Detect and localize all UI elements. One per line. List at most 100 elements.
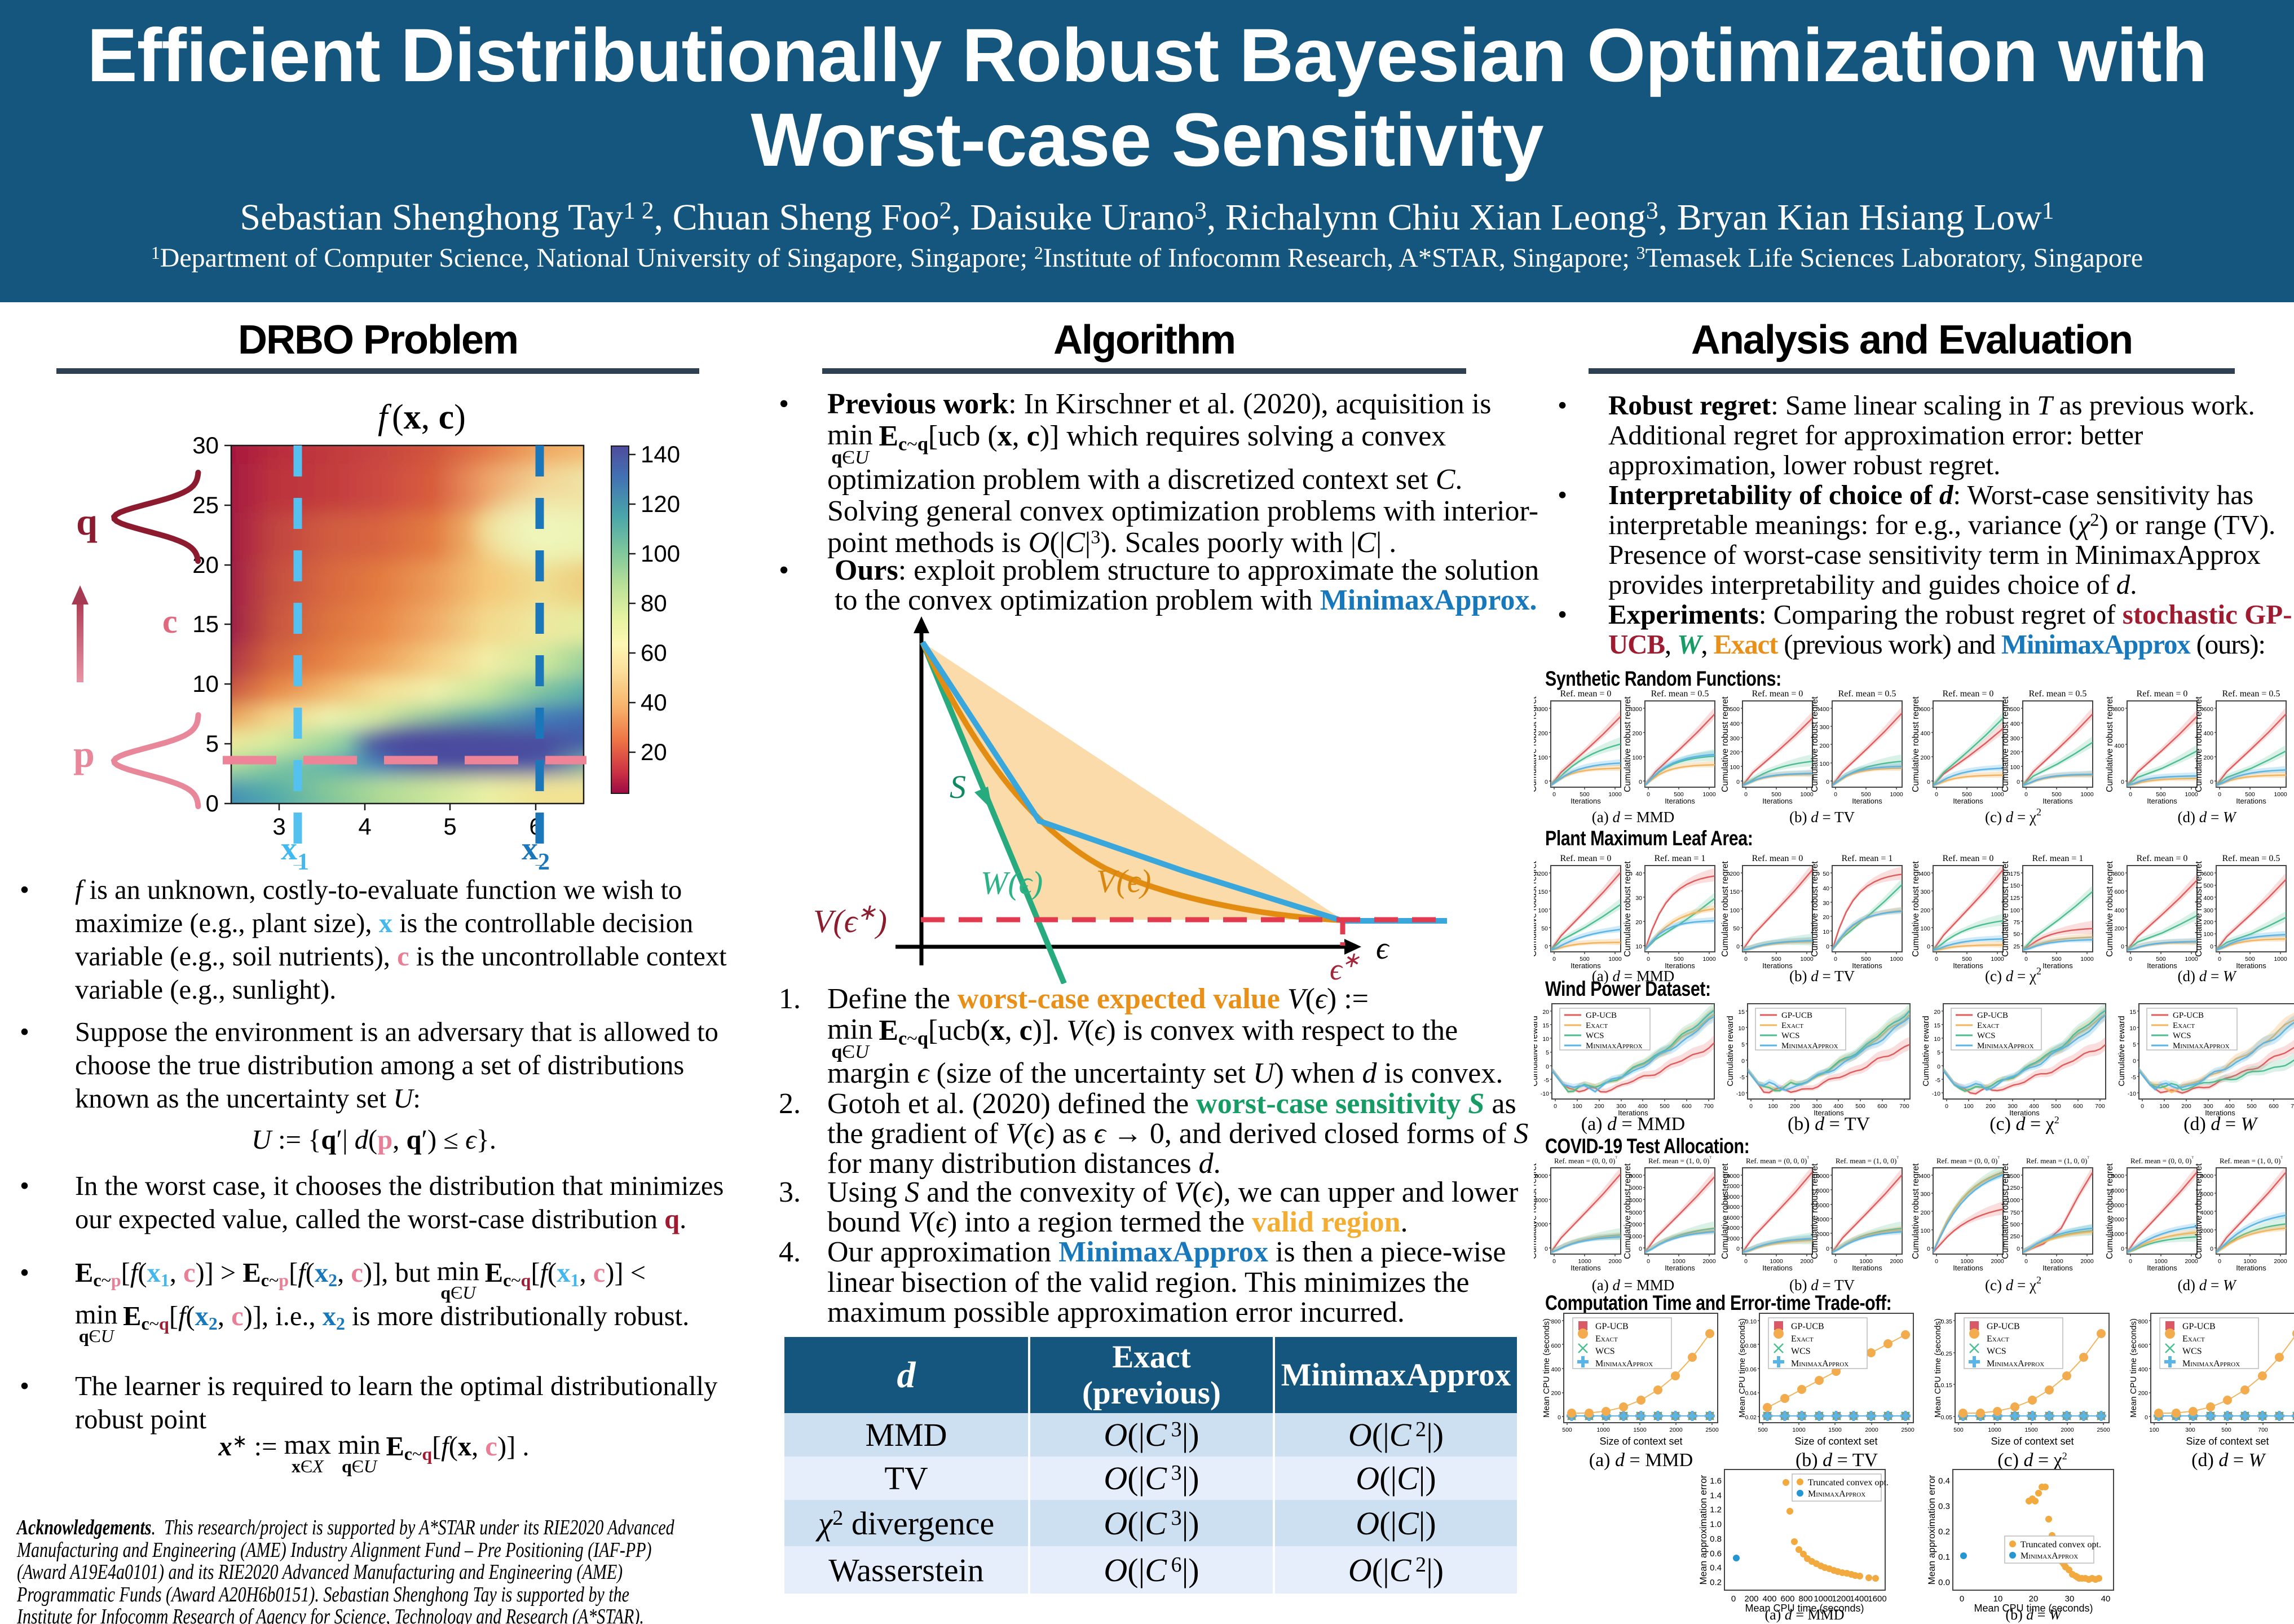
svg-text:-10: -10 <box>1932 1091 1940 1097</box>
svg-text:0: 0 <box>1834 791 1837 798</box>
svg-text:WCS: WCS <box>2182 1347 2202 1356</box>
svg-text:30: 30 <box>1635 895 1642 902</box>
svg-text:500: 500 <box>2010 1221 2020 1228</box>
svg-text:0.8: 0.8 <box>1710 1534 1722 1544</box>
svg-text:100: 100 <box>2149 1427 2159 1433</box>
svg-text:Iterations: Iterations <box>1618 1109 1648 1117</box>
svg-text:5: 5 <box>1546 1049 1549 1056</box>
svg-text:1000: 1000 <box>1890 956 1903 963</box>
svg-text:1.2: 1.2 <box>1710 1505 1722 1515</box>
svg-text:0: 0 <box>1545 1246 1548 1252</box>
svg-text:500: 500 <box>1771 791 1781 798</box>
svg-text:2000: 2000 <box>1669 1427 1683 1433</box>
svg-text:-5: -5 <box>1544 1077 1549 1084</box>
svg-text:8000: 8000 <box>1727 1204 1740 1211</box>
svg-text:Ref. mean = (0, 0, 0)ᵀ: Ref. mean = (0, 0, 0)ᵀ <box>1746 1155 1809 1165</box>
svg-text:Cumulative robust regret: Cumulative robust regret <box>2105 696 2115 792</box>
svg-text:600: 600 <box>2114 889 2124 895</box>
svg-text:WCS: WCS <box>2173 1031 2191 1040</box>
svg-text:600: 600 <box>1877 1103 1887 1110</box>
svg-text:800: 800 <box>1798 1594 1812 1604</box>
svg-text:140: 140 <box>641 441 680 467</box>
svg-text:400: 400 <box>1920 871 1930 877</box>
svg-text:Iterations: Iterations <box>1814 1109 1844 1117</box>
svg-text:Iterations: Iterations <box>1665 1264 1695 1272</box>
svg-text:Ref. mean = 0.5: Ref. mean = 0.5 <box>1651 689 1709 699</box>
svg-text:500: 500 <box>1855 1103 1865 1110</box>
svg-text:80: 80 <box>641 590 667 616</box>
svg-text:20: 20 <box>1934 1009 1940 1016</box>
svg-text:1.6: 1.6 <box>1710 1476 1722 1486</box>
svg-text:MinimaxApprox: MinimaxApprox <box>2173 1042 2230 1051</box>
svg-text:Iterations: Iterations <box>2042 1264 2073 1272</box>
svg-text:Ref. mean = 1: Ref. mean = 1 <box>2032 854 2084 863</box>
svg-text:500: 500 <box>1660 1103 1670 1110</box>
svg-text:1250: 1250 <box>2007 1185 2021 1191</box>
svg-text:Cumulative robust regret: Cumulative robust regret <box>1534 696 1538 792</box>
svg-text:0: 0 <box>2129 956 2132 963</box>
svg-text:WCS: WCS <box>1595 1347 1615 1356</box>
svg-text:1000: 1000 <box>2243 1258 2257 1265</box>
svg-text:200: 200 <box>1730 749 1740 756</box>
svg-text:Cumulative reward: Cumulative reward <box>1534 1016 1539 1086</box>
svg-text:2000: 2000 <box>1629 1221 1643 1228</box>
svg-text:1000: 1000 <box>1960 1258 1974 1265</box>
svg-text:2000: 2000 <box>1702 1258 1716 1265</box>
svg-text:0: 0 <box>2129 1258 2132 1265</box>
svg-text:800: 800 <box>2138 1318 2148 1325</box>
svg-text:0: 0 <box>2121 1246 2124 1252</box>
svg-text:1000: 1000 <box>1596 1427 1610 1433</box>
svg-text:2000: 2000 <box>2274 1258 2287 1265</box>
svg-text:0: 0 <box>2024 956 2028 963</box>
svg-text:(b) d = W: (b) d = W <box>2005 1607 2063 1623</box>
svg-text:0: 0 <box>1935 956 1938 963</box>
svg-text:40: 40 <box>641 689 667 716</box>
svg-text:4000: 4000 <box>1816 1216 1830 1223</box>
svg-text:0: 0 <box>1826 779 1829 785</box>
svg-text:200: 200 <box>1920 754 1930 761</box>
svg-text:0: 0 <box>1546 1063 1549 1070</box>
svg-text:Ref. mean = 0: Ref. mean = 0 <box>1943 689 1994 699</box>
svg-text:0.2: 0.2 <box>1938 1527 1950 1537</box>
svg-text:V(ϵ∗): V(ϵ∗) <box>813 899 887 939</box>
svg-text:Ref. mean = 0.5: Ref. mean = 0.5 <box>2222 689 2280 699</box>
svg-text:300: 300 <box>2185 1427 2195 1433</box>
svg-text:Ref. mean = 0.5: Ref. mean = 0.5 <box>2029 689 2087 699</box>
svg-text:-10: -10 <box>1541 1091 1549 1097</box>
svg-text:300: 300 <box>1616 1103 1626 1110</box>
svg-text:Ref. mean = 0: Ref. mean = 0 <box>1752 689 1803 699</box>
svg-text:Size of context set: Size of context set <box>2186 1436 2269 1447</box>
svg-text:60: 60 <box>641 639 667 666</box>
svg-text:500: 500 <box>2156 791 2166 798</box>
svg-text:Size of context set: Size of context set <box>1794 1436 1877 1447</box>
svg-text:300: 300 <box>1538 706 1548 713</box>
svg-text:GP-UCB: GP-UCB <box>2182 1322 2216 1331</box>
svg-text:W(ϵ): W(ϵ) <box>981 864 1043 901</box>
svg-text:Exact: Exact <box>1987 1334 2009 1344</box>
svg-text:Cumulative robust regret: Cumulative robust regret <box>2105 1163 2115 1259</box>
svg-text:1000: 1000 <box>1991 956 2004 963</box>
svg-text:GP-UCB: GP-UCB <box>1977 1011 2008 1020</box>
svg-text:Ref. mean = 1: Ref. mean = 1 <box>1842 854 1893 863</box>
svg-text:Ref. mean = (1, 0, 0)ᵀ: Ref. mean = (1, 0, 0)ᵀ <box>1648 1155 1711 1165</box>
svg-text:200: 200 <box>1986 1103 1996 1110</box>
svg-text:400: 400 <box>2138 1366 2148 1373</box>
svg-text:0.06: 0.06 <box>1745 1366 1757 1373</box>
svg-text:1000: 1000 <box>1608 791 1622 798</box>
svg-text:0: 0 <box>1736 1246 1740 1252</box>
svg-text:Truncated convex opt.: Truncated convex opt. <box>1808 1478 1889 1488</box>
svg-text:Cumulative robust regret: Cumulative robust regret <box>2194 696 2204 792</box>
svg-text:0.35: 0.35 <box>1941 1318 1953 1325</box>
svg-text:2500: 2500 <box>2097 1427 2110 1433</box>
svg-text:0: 0 <box>1744 1258 1748 1265</box>
svg-text:200: 200 <box>2138 1390 2148 1397</box>
svg-text:50: 50 <box>1823 871 1829 877</box>
svg-text:0: 0 <box>1935 791 1938 798</box>
svg-text:0: 0 <box>1741 1058 1745 1065</box>
svg-text:500: 500 <box>2051 1103 2061 1110</box>
svg-text:Size of context set: Size of context set <box>1599 1436 1682 1447</box>
svg-text:0: 0 <box>1937 1063 1940 1070</box>
svg-text:Mean CPU time (seconds): Mean CPU time (seconds) <box>1933 1318 1943 1418</box>
svg-text:10: 10 <box>192 670 219 697</box>
svg-text:0: 0 <box>2024 1258 2028 1265</box>
